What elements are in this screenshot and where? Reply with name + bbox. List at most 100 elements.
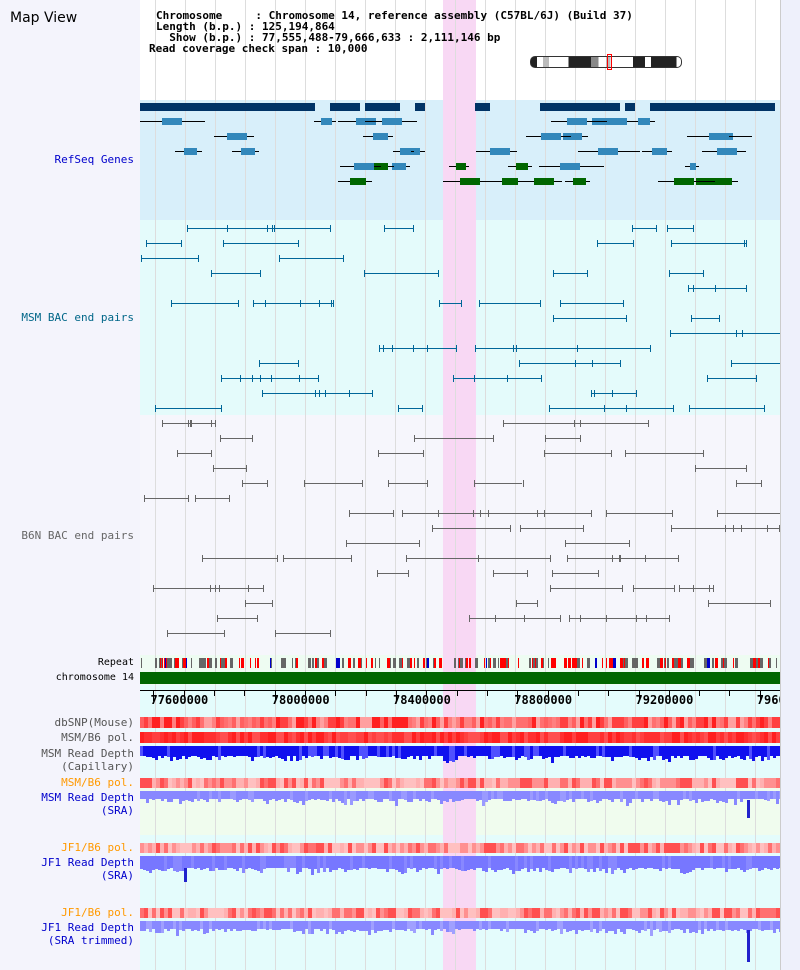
- jf1-pol-heat: [568, 843, 572, 853]
- jf1-depth-sra-bar: [440, 856, 443, 869]
- b6n-bac-pair-end: [228, 495, 230, 502]
- msm-depth-cap-bar: [206, 746, 209, 760]
- jf1-depth-trim-bar: [443, 921, 446, 929]
- jf1-pol-heat: [692, 843, 696, 853]
- msm-depth-sra-bar: [653, 791, 656, 799]
- jf1-depth-sra-bar: [278, 856, 281, 868]
- msm-pol2-heat: [408, 778, 412, 788]
- dbsnp-heat: [500, 717, 504, 728]
- dbsnp-heat: [556, 717, 560, 728]
- msm-depth-cap-bar: [431, 746, 434, 756]
- msm-depth-cap-bar: [773, 746, 776, 758]
- dbsnp-heat: [572, 717, 576, 728]
- b6n-bac-pair: [544, 438, 580, 439]
- dbsnp-heat: [396, 717, 400, 728]
- msm-depth-cap-bar: [470, 746, 473, 756]
- msm-pol2-heat: [432, 778, 436, 788]
- jf1-pol-heat: [224, 843, 228, 853]
- jf1-depth-trim-bar: [290, 921, 293, 929]
- b6n-bac-pair: [245, 603, 273, 604]
- msm-pol-heat: [660, 732, 664, 743]
- msm-depth-cap-bar: [728, 746, 731, 756]
- jf1-depth-trim-bar: [728, 921, 731, 930]
- jf1-pol-heat: [660, 843, 664, 853]
- msm-depth-sra-bar: [152, 791, 155, 800]
- msm-bac-pair-end: [756, 375, 758, 382]
- msm-bac-pair-end: [703, 270, 705, 277]
- msm-depth-cap-bar: [554, 746, 557, 757]
- jf1-pol2-heat: [548, 908, 552, 918]
- jf1-depth-sra-bar: [569, 856, 572, 873]
- jf1-pol2-heat: [704, 908, 708, 918]
- msm-depth-sra-bar: [263, 791, 266, 801]
- dbsnp-heat: [692, 717, 696, 728]
- msm-bac-pair-end: [422, 405, 424, 412]
- msm-depth-cap-bar: [758, 746, 761, 756]
- msm-bac-pair: [560, 303, 624, 304]
- jf1-depth-trim-bar: [701, 921, 704, 934]
- repeat-mark: [714, 658, 718, 668]
- jf1-depth-trim-bar: [776, 921, 779, 929]
- jf1-depth-sra-bar: [518, 856, 521, 871]
- msm-pol2-heat: [648, 778, 652, 788]
- msm-bac-pair-end: [590, 390, 592, 397]
- jf1-pol-heat: [668, 843, 672, 853]
- msm-depth-sra-bar: [356, 791, 359, 801]
- map-plot-area[interactable]: 77600000 78000000 78400000 78800000 79200000…: [140, 0, 780, 970]
- jf1-depth-trim-bar: [341, 921, 344, 934]
- msm-pol-heat: [720, 732, 724, 743]
- jf1-depth-trim-bar: [578, 921, 581, 930]
- repeat-mark: [166, 658, 170, 668]
- jf1-pol-heat: [208, 843, 212, 853]
- msm-depth-sra-bar: [317, 791, 320, 799]
- msm-pol2-heat: [548, 778, 552, 788]
- jf1-pol-heat: [684, 843, 688, 853]
- msm-bac-pair-end: [620, 360, 622, 367]
- dbsnp-heat: [164, 717, 168, 728]
- jf1-pol-heat: [348, 843, 352, 853]
- jf1-depth-sra-bar: [287, 856, 290, 872]
- repeat-mark: [209, 658, 213, 668]
- msm-bac-pair-end: [460, 300, 462, 307]
- msm-bac-pair: [735, 333, 780, 334]
- msm-bac-pair-end: [631, 225, 633, 232]
- jf1-pol2-heat: [484, 908, 488, 918]
- jf1-depth-trim-bar: [767, 921, 770, 930]
- b6n-bac-pair-end: [362, 480, 364, 487]
- jf1-pol-heat: [300, 843, 304, 853]
- msm-pol-heat: [688, 732, 692, 743]
- msm-pol2-heat: [544, 778, 548, 788]
- msm-pol-heat: [608, 732, 612, 743]
- msm-depth-sra-bar: [386, 791, 389, 799]
- jf1-depth-trim-bar: [608, 921, 611, 931]
- repeat-mark: [528, 658, 531, 668]
- jf1-depth-trim-bar: [227, 921, 230, 929]
- repeat-mark: [199, 658, 202, 668]
- jf1-pol-heat: [724, 843, 728, 853]
- dbsnp-heat: [632, 717, 636, 728]
- b6n-bac-pair-end: [378, 450, 380, 457]
- msm-depth-sra-bar: [332, 791, 335, 802]
- msm-pol2-heat: [464, 778, 468, 788]
- jf1-pol-heat: [760, 843, 764, 853]
- axis-tick-label: 79200000: [635, 693, 694, 707]
- track-label-b6n-bac[interactable]: B6N BAC end pairs: [21, 529, 134, 542]
- msm-bac-pair: [552, 318, 627, 319]
- msm-bac-pair: [575, 363, 621, 364]
- msm-bac-pair-end: [140, 255, 142, 262]
- msm-depth-cap-bar: [461, 746, 464, 756]
- track-label-refseq[interactable]: RefSeq Genes: [54, 153, 134, 166]
- dbsnp-heat: [364, 717, 368, 728]
- track-label-msm-bac[interactable]: MSM BAC end pairs: [21, 311, 134, 324]
- chromosome-ideogram[interactable]: [530, 54, 682, 70]
- jf1-pol2-heat: [156, 908, 160, 918]
- jf1-pol2-heat: [500, 908, 504, 918]
- jf1-pol-heat: [336, 843, 340, 853]
- msm-pol2-heat: [240, 778, 244, 788]
- msm-depth-sra-bar: [410, 791, 413, 802]
- msm-depth-cap-bar: [332, 746, 335, 757]
- msm-pol-heat: [420, 732, 424, 743]
- jf1-pol2-heat: [744, 908, 748, 918]
- repeat-mark: [154, 658, 157, 668]
- msm-pol2-heat: [152, 778, 156, 788]
